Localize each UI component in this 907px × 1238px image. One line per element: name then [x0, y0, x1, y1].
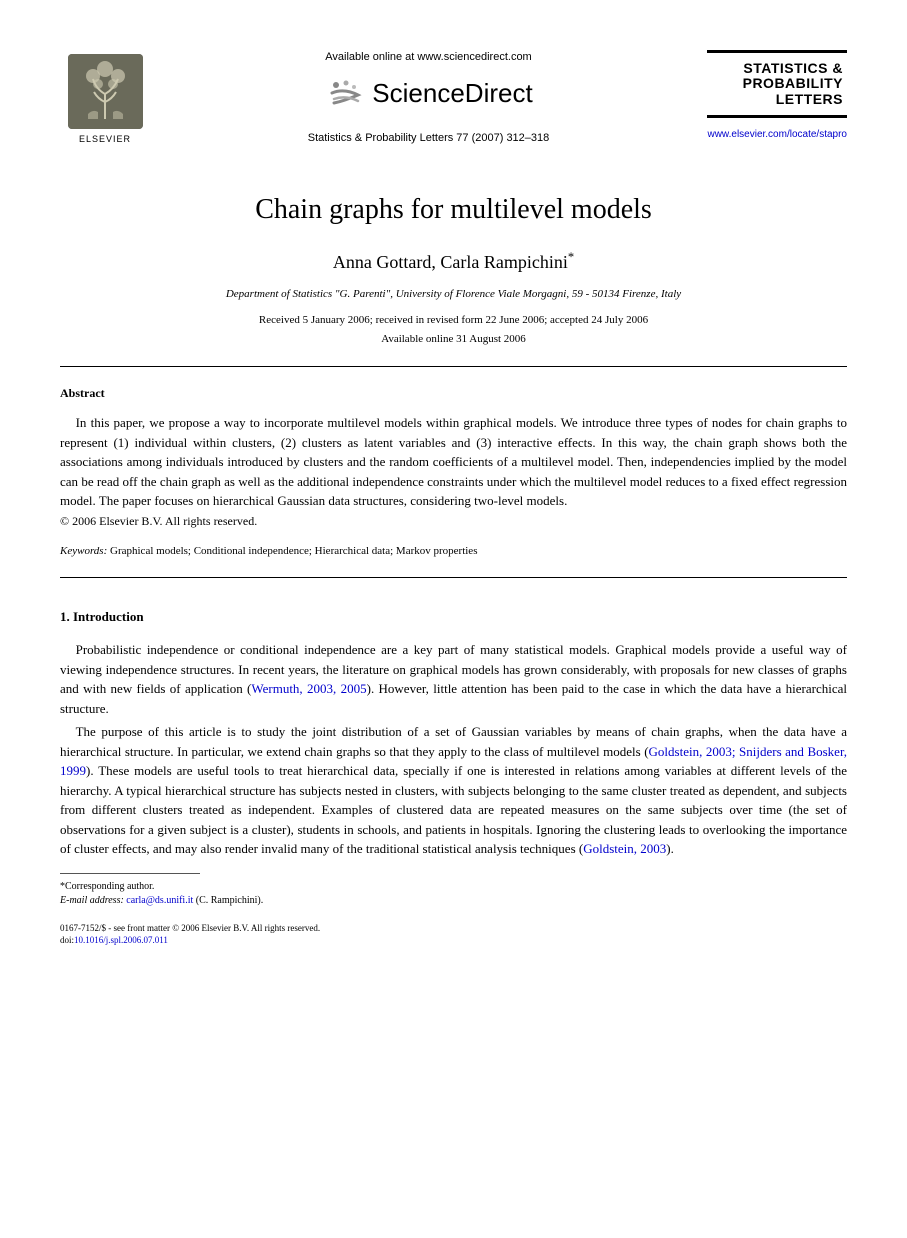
email-label: E-mail address:: [60, 895, 124, 906]
available-online-date: Available online 31 August 2006: [60, 332, 847, 347]
footer-meta: 0167-7152/$ - see front matter © 2006 El…: [60, 922, 847, 947]
abstract-body: In this paper, we propose a way to incor…: [60, 413, 847, 511]
front-matter: 0167-7152/$ - see front matter © 2006 El…: [60, 922, 847, 935]
keywords-label: Keywords:: [60, 545, 107, 557]
reference-link[interactable]: Goldstein, 2003: [583, 841, 666, 856]
sciencedirect-swirl-icon: [324, 73, 364, 113]
authors-text: Anna Gottard, Carla Rampichini: [333, 252, 568, 272]
journal-title-line: LETTERS: [711, 92, 843, 107]
abstract-heading: Abstract: [60, 385, 847, 402]
email-line: E-mail address: carla@ds.unifi.it (C. Ra…: [60, 894, 847, 908]
section-heading: 1. Introduction: [60, 608, 847, 626]
para-text: ).: [666, 841, 674, 856]
doi-link[interactable]: 10.1016/j.spl.2006.07.011: [74, 935, 168, 945]
available-online-text: Available online at www.sciencedirect.co…: [170, 50, 687, 65]
doi-label: doi:: [60, 935, 74, 945]
divider: [60, 366, 847, 367]
intro-para-1: Probabilistic independence or conditiona…: [60, 640, 847, 718]
abstract-copyright: © 2006 Elsevier B.V. All rights reserved…: [60, 513, 847, 530]
divider: [60, 577, 847, 578]
footnote: *Corresponding author. E-mail address: c…: [60, 880, 847, 908]
corresponding-marker: *: [568, 250, 574, 264]
keywords-text: Graphical models; Conditional independen…: [107, 545, 477, 557]
elsevier-label: ELSEVIER: [79, 133, 131, 146]
para-text: ). These models are useful tools to trea…: [60, 763, 847, 856]
paper-title: Chain graphs for multilevel models: [60, 190, 847, 229]
corresponding-author: *Corresponding author.: [60, 880, 847, 894]
elsevier-tree-icon: [68, 54, 143, 129]
keywords: Keywords: Graphical models; Conditional …: [60, 544, 847, 559]
reference-link[interactable]: Wermuth, 2003, 2005: [251, 681, 366, 696]
intro-para-2: The purpose of this article is to study …: [60, 722, 847, 859]
authors: Anna Gottard, Carla Rampichini*: [60, 249, 847, 275]
affiliation: Department of Statistics "G. Parenti", U…: [60, 287, 847, 302]
footnote-divider: [60, 873, 200, 874]
citation-text: Statistics & Probability Letters 77 (200…: [170, 131, 687, 146]
header-row: ELSEVIER Available online at www.science…: [60, 50, 847, 150]
journal-title-line: PROBABILITY: [711, 76, 843, 91]
email-link[interactable]: carla@ds.unifi.it: [124, 895, 193, 906]
journal-box: STATISTICS & PROBABILITY LETTERS www.els…: [707, 50, 847, 142]
journal-url-link[interactable]: www.elsevier.com/locate/stapro: [707, 128, 847, 142]
email-name: (C. Rampichini).: [193, 895, 263, 906]
sciencedirect-logo: ScienceDirect: [170, 73, 687, 113]
journal-title: STATISTICS & PROBABILITY LETTERS: [707, 50, 847, 118]
elsevier-logo: ELSEVIER: [60, 50, 150, 150]
journal-title-line: STATISTICS &: [711, 61, 843, 76]
doi-line: doi:10.1016/j.spl.2006.07.011: [60, 934, 847, 947]
received-dates: Received 5 January 2006; received in rev…: [60, 313, 847, 328]
sciencedirect-text: ScienceDirect: [372, 75, 532, 111]
header-center: Available online at www.sciencedirect.co…: [150, 50, 707, 147]
